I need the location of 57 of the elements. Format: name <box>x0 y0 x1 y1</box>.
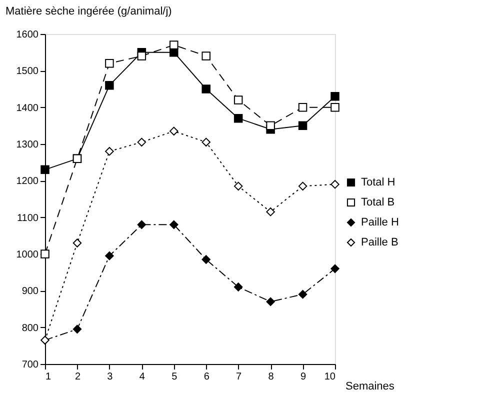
y-tick-label: 1300 <box>16 140 39 150</box>
y-tick-label: 800 <box>22 322 39 334</box>
y-tick-label: 700 <box>22 360 39 370</box>
x-tick-label: 10 <box>324 372 336 382</box>
point <box>202 255 210 264</box>
point <box>234 282 243 292</box>
point <box>40 250 50 258</box>
point <box>330 180 340 189</box>
point <box>234 96 243 104</box>
legend-label: Total H <box>361 176 396 188</box>
point <box>170 40 178 50</box>
x-tick-label: 3 <box>107 372 114 382</box>
y-tick-label: 900 <box>22 286 39 298</box>
point <box>202 84 210 94</box>
point <box>202 138 210 147</box>
point <box>298 102 308 112</box>
legend-label: Total B <box>361 196 395 208</box>
point <box>330 92 340 101</box>
x-tick-label: 2 <box>74 372 81 382</box>
point <box>266 121 275 130</box>
point <box>330 102 340 112</box>
legend-label: Paille B <box>361 236 398 248</box>
y-tick-label: 1600 <box>16 30 39 40</box>
point <box>137 220 146 230</box>
y-tick-label: 1400 <box>16 102 39 114</box>
x-axis-title: Semaines <box>346 380 395 392</box>
point <box>105 251 114 260</box>
point <box>105 80 114 90</box>
point <box>137 52 146 60</box>
point <box>234 182 243 191</box>
point <box>170 220 178 230</box>
point <box>234 114 243 123</box>
point <box>105 146 114 156</box>
point <box>72 238 82 248</box>
x-tick-label: 9 <box>300 372 306 382</box>
point <box>105 58 114 68</box>
x-tick-label: 4 <box>139 372 146 382</box>
point <box>40 165 50 174</box>
point <box>266 207 275 216</box>
point <box>266 297 275 306</box>
y-axis-title: Matière sèche ingérée (g/animal/j) <box>6 6 172 18</box>
point <box>298 121 308 130</box>
point <box>72 324 82 334</box>
legend-label: Paille H <box>361 216 399 228</box>
point <box>170 126 178 136</box>
y-tick-label: 1500 <box>16 66 39 78</box>
y-tick-label: 1200 <box>16 176 39 188</box>
x-tick-label: 5 <box>172 372 178 382</box>
point <box>330 264 340 274</box>
y-tick-label: 1000 <box>16 250 39 260</box>
point <box>202 52 210 60</box>
x-tick-label: 6 <box>204 372 210 382</box>
x-tick-label: 1 <box>46 372 52 382</box>
x-tick-label: 7 <box>236 372 242 382</box>
x-tick-label: 8 <box>268 372 274 382</box>
point <box>298 290 308 299</box>
y-tick-label: 1100 <box>16 212 39 224</box>
